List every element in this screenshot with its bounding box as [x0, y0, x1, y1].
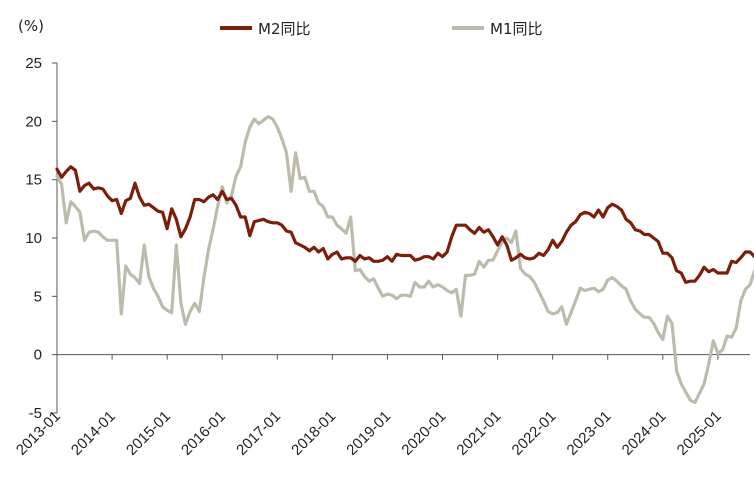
series-line-m2 — [55, 165, 754, 284]
x-tick-label: 2022-01 — [509, 408, 560, 459]
y-tick-label: 25 — [25, 55, 42, 72]
x-tick-label: 2019-01 — [343, 408, 394, 459]
x-tick-label: 2021-01 — [453, 408, 504, 459]
x-tick-label: 2025-01 — [674, 408, 725, 459]
y-unit-label: (%) — [18, 17, 44, 35]
legend: M2同比 M1同比 — [220, 20, 543, 38]
x-tick-label: 2014-01 — [68, 408, 119, 459]
x-tick-label: 2015-01 — [123, 408, 174, 459]
x-tick-label: 2018-01 — [288, 408, 339, 459]
x-tick-label: 2020-01 — [398, 408, 449, 459]
x-tick-label: 2016-01 — [178, 408, 229, 459]
x-tick-label: 2024-01 — [619, 408, 670, 459]
x-tick-label: 2023-01 — [564, 408, 615, 459]
y-tick-label: -5 — [29, 405, 42, 422]
legend-label-m1: M1同比 — [490, 20, 543, 38]
plot-area — [55, 115, 754, 405]
series-line-m1 — [55, 115, 754, 405]
y-tick-label: 15 — [25, 172, 42, 189]
y-tick-label: 5 — [34, 288, 42, 305]
legend-label-m2: M2同比 — [258, 20, 311, 38]
y-tick-label: 20 — [25, 113, 42, 130]
x-tick-label: 2017-01 — [233, 408, 284, 459]
y-tick-label: 0 — [34, 347, 42, 364]
y-tick-label: 10 — [25, 230, 42, 247]
